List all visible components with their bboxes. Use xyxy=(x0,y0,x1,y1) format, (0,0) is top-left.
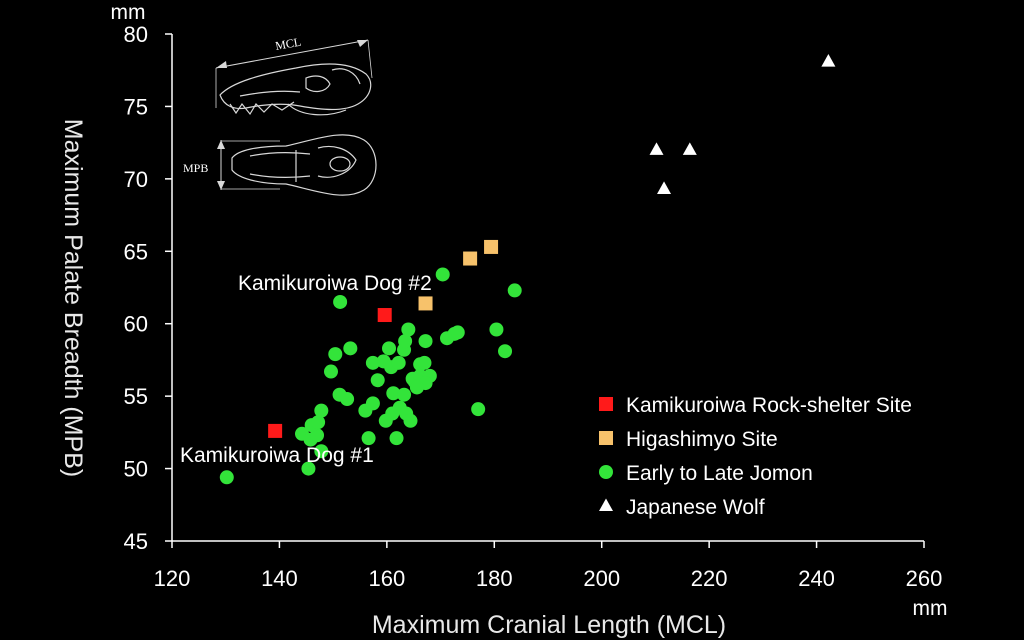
legend-label-higashimyo-site: Higashimyo Site xyxy=(626,428,778,451)
data-point-early-to-late-jomon xyxy=(386,386,401,401)
x-tick-label: 200 xyxy=(583,566,620,591)
data-point-early-to-late-jomon xyxy=(403,413,418,428)
data-point-early-to-late-jomon xyxy=(418,334,433,349)
y-tick-label: 65 xyxy=(124,239,148,264)
data-point-early-to-late-jomon xyxy=(409,380,424,395)
plot-marks xyxy=(219,53,836,485)
data-point-kamikuroiwa-rock-shelter-site xyxy=(268,423,283,438)
x-tick-label: 160 xyxy=(368,566,405,591)
data-point-japanese-wolf xyxy=(821,53,836,67)
data-point-early-to-late-jomon xyxy=(417,355,432,370)
data-point-early-to-late-jomon xyxy=(314,403,329,418)
data-point-early-to-late-jomon xyxy=(343,341,358,356)
y-tick-label: 55 xyxy=(124,384,148,409)
data-point-early-to-late-jomon xyxy=(328,347,343,362)
legend: Kamikuroiwa Rock-shelter Site Higashimyo … xyxy=(599,394,912,519)
data-point-kamikuroiwa-rock-shelter-site xyxy=(377,308,392,323)
data-point-early-to-late-jomon xyxy=(450,325,465,340)
y-tick-label: 60 xyxy=(124,312,148,337)
data-point-japanese-wolf xyxy=(682,142,697,155)
legend-label-japanese-wolf: Japanese Wolf xyxy=(626,496,765,519)
x-tick-label: 120 xyxy=(154,566,191,591)
data-point-early-to-late-jomon xyxy=(378,413,393,428)
y-tick-label: 45 xyxy=(124,529,148,554)
x-tick-label: 180 xyxy=(476,566,513,591)
data-point-early-to-late-jomon xyxy=(340,392,355,407)
data-point-early-to-late-jomon xyxy=(301,461,316,476)
data-point-early-to-late-jomon xyxy=(498,344,513,359)
data-point-early-to-late-jomon xyxy=(397,387,412,402)
data-point-higashimyo-site xyxy=(484,239,499,254)
mcl-label: MCL xyxy=(274,35,302,53)
data-point-early-to-late-jomon xyxy=(219,470,234,485)
y-axis-label: Maximum Palate Breadth (MPB) xyxy=(59,119,87,477)
legend-marker-higashimyo-site xyxy=(599,431,613,445)
y-unit-label: mm xyxy=(111,1,146,24)
x-tick-label: 260 xyxy=(906,566,943,591)
data-point-japanese-wolf xyxy=(649,142,664,155)
x-axis-label: Maximum Cranial Length (MCL) xyxy=(372,611,726,639)
legend-label-kamikuroiwa-rock-shelter-site: Kamikuroiwa Rock-shelter Site xyxy=(626,394,912,417)
data-point-japanese-wolf xyxy=(657,181,672,195)
data-point-early-to-late-jomon xyxy=(435,267,450,282)
data-point-early-to-late-jomon xyxy=(389,431,404,446)
x-tick-label: 240 xyxy=(798,566,835,591)
x-tick-label: 140 xyxy=(261,566,298,591)
annotation-dog-2: Kamikuroiwa Dog #2 xyxy=(238,272,432,295)
x-unit-label: mm xyxy=(913,597,948,620)
mpb-label: MPB xyxy=(183,161,208,175)
data-point-early-to-late-jomon xyxy=(314,444,329,459)
data-point-early-to-late-jomon xyxy=(323,364,338,379)
y-ticks: 45 50 55 60 65 70 75 80 xyxy=(124,22,172,554)
data-point-early-to-late-jomon xyxy=(382,341,397,356)
legend-label-early-to-late-jomon: Early to Late Jomon xyxy=(626,462,813,485)
legend-marker-kamikuroiwa-rock-shelter-site xyxy=(599,397,613,411)
data-point-higashimyo-site xyxy=(463,251,478,266)
data-point-early-to-late-jomon xyxy=(333,294,348,309)
data-point-early-to-late-jomon xyxy=(489,322,504,337)
data-point-early-to-late-jomon xyxy=(401,322,416,337)
y-tick-label: 50 xyxy=(124,457,148,482)
y-tick-label: 75 xyxy=(124,94,148,119)
x-ticks: 120 140 160 180 200 220 240 260 xyxy=(154,541,943,591)
data-point-early-to-late-jomon xyxy=(471,402,486,417)
data-point-higashimyo-site xyxy=(418,296,433,311)
data-point-early-to-late-jomon xyxy=(370,373,385,388)
data-point-early-to-late-jomon xyxy=(507,283,522,298)
data-point-early-to-late-jomon xyxy=(365,355,380,370)
y-tick-label: 70 xyxy=(124,167,148,192)
data-point-early-to-late-jomon xyxy=(311,415,326,430)
data-point-early-to-late-jomon xyxy=(391,355,406,370)
data-point-early-to-late-jomon xyxy=(361,431,376,446)
legend-marker-early-to-late-jomon xyxy=(599,465,613,479)
x-tick-label: 220 xyxy=(691,566,728,591)
y-tick-label: 80 xyxy=(124,22,148,47)
skull-inset-illustration: MCL MPB xyxy=(183,35,377,196)
data-point-early-to-late-jomon xyxy=(365,396,380,411)
data-point-early-to-late-jomon xyxy=(398,334,413,349)
annotation-dog-1: Kamikuroiwa Dog #1 xyxy=(180,444,374,467)
legend-marker-japanese-wolf xyxy=(599,498,613,512)
